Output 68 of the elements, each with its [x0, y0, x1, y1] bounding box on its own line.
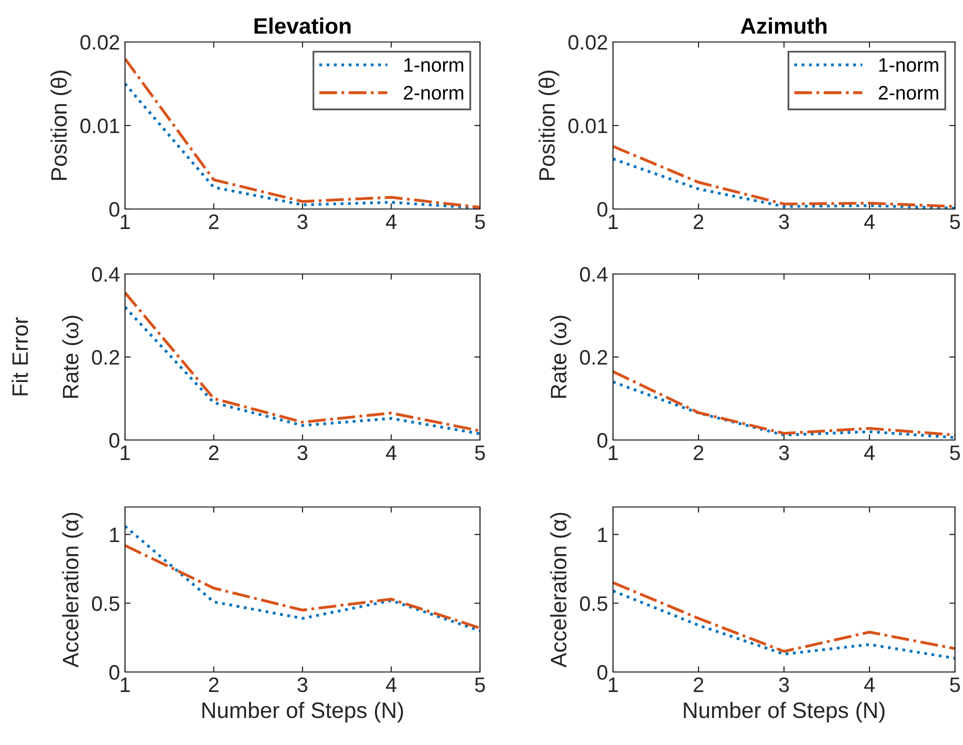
y-tick-label: 0 — [597, 202, 608, 217]
x-tick-label: 1 — [120, 446, 130, 460]
y-axis-title: Position (θ) — [538, 70, 560, 180]
legend-label: 2-norm — [404, 86, 464, 100]
x-tick-label: 3 — [779, 445, 789, 460]
x-tick-label: 5 — [950, 446, 960, 460]
legend-label: 2-norm — [878, 86, 938, 100]
x-tick-label: 2 — [694, 677, 704, 692]
y-tick-label: 0.01 — [80, 118, 120, 134]
y-axis-title: Position (θ) — [50, 70, 72, 180]
line-series — [613, 589, 955, 660]
x-tick-label: 5 — [950, 678, 960, 692]
y-axis-title: Rate (ω) — [62, 316, 83, 398]
y-tick-label: 0.02 — [80, 35, 120, 50]
x-tick-label: 2 — [694, 445, 704, 460]
x-tick-label: 2 — [209, 445, 218, 460]
text: Fit Error — [12, 317, 28, 396]
y-tick-label: 0.02 — [568, 35, 608, 50]
y-tick-label: 0.2 — [580, 350, 608, 365]
y-tick-label: 0.4 — [580, 267, 608, 282]
y-tick-label: 0 — [109, 665, 120, 680]
y-tick-label: 0.5 — [580, 596, 608, 612]
legend-label: 1-norm — [404, 58, 464, 72]
x-tick-label: 3 — [779, 677, 789, 692]
x-tick-label: 3 — [298, 445, 308, 460]
x-tick-label: 5 — [475, 214, 485, 230]
x-tick-label: 5 — [475, 446, 485, 460]
line-series — [613, 370, 955, 436]
y-tick-label: 0 — [597, 433, 608, 448]
y-tick-label: 0 — [109, 433, 120, 448]
y-tick-label: 0 — [109, 202, 120, 217]
line-series — [613, 581, 955, 653]
x-tick-label: 1 — [608, 214, 618, 229]
x-tick-label: 1 — [120, 214, 130, 229]
y-tick-label: 1 — [110, 528, 120, 542]
y-tick-label: 0.2 — [92, 350, 120, 365]
y-axis-title: Acceleration (α) — [62, 512, 83, 668]
x-tick-label: 5 — [475, 678, 485, 692]
x-tick-label: 4 — [864, 446, 875, 460]
x-tick-label: 4 — [386, 678, 396, 692]
x-tick-label: 4 — [864, 678, 875, 692]
chart-title: Azimuth — [740, 18, 826, 34]
x-tick-label: 1 — [608, 446, 618, 460]
x-tick-label: 3 — [779, 214, 789, 230]
x-tick-label: 3 — [298, 214, 308, 230]
legend-label: 1-norm — [879, 58, 938, 72]
y-tick-label: 0.01 — [568, 118, 608, 134]
y-axis-title: Acceleration (α) — [550, 512, 571, 668]
x-tick-label: 2 — [209, 214, 218, 229]
x-tick-label: 4 — [386, 446, 396, 460]
line-series — [125, 524, 480, 632]
line-series — [125, 544, 480, 630]
x-axis-title: Number of Steps (N) — [684, 702, 885, 723]
y-tick-label: 1 — [598, 528, 608, 542]
x-tick-label: 2 — [694, 214, 704, 229]
y-tick-label: 0 — [597, 665, 608, 680]
x-tick-label: 1 — [608, 678, 618, 692]
x-tick-label: 2 — [209, 677, 218, 692]
y-tick-label: 0.5 — [92, 596, 120, 612]
y-tick-label: 0.4 — [92, 267, 120, 282]
x-tick-label: 4 — [386, 214, 396, 229]
x-tick-label: 4 — [864, 214, 875, 229]
x-tick-label: 1 — [120, 678, 130, 692]
y-axis-title: Rate (ω) — [550, 316, 571, 398]
x-tick-label: 3 — [298, 677, 308, 692]
chart-title: Elevation — [254, 18, 351, 34]
x-axis-title: Number of Steps (N) — [202, 702, 404, 723]
x-tick-label: 5 — [950, 214, 960, 230]
